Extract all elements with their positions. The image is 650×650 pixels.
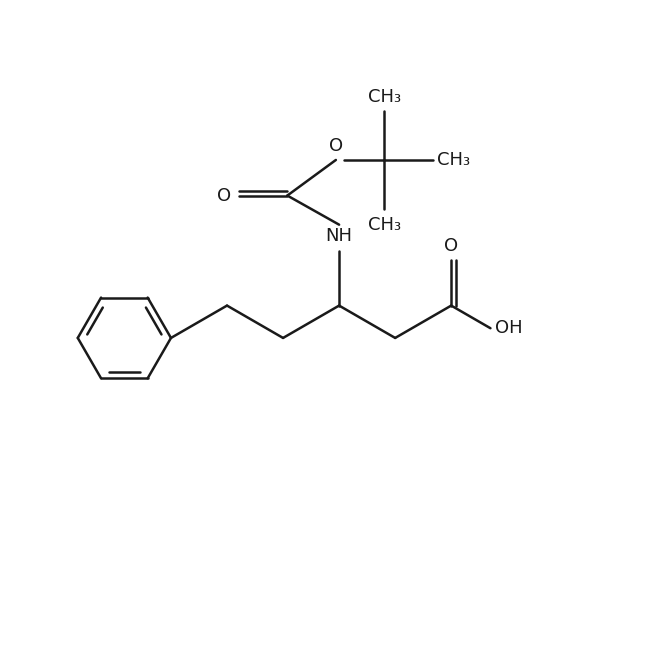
Text: O: O — [444, 237, 458, 255]
Text: CH₃: CH₃ — [368, 88, 401, 106]
Text: CH₃: CH₃ — [437, 151, 470, 169]
Text: CH₃: CH₃ — [368, 216, 401, 234]
Text: O: O — [218, 187, 231, 205]
Text: OH: OH — [495, 319, 523, 337]
Text: NH: NH — [326, 227, 352, 245]
Text: O: O — [329, 136, 343, 155]
